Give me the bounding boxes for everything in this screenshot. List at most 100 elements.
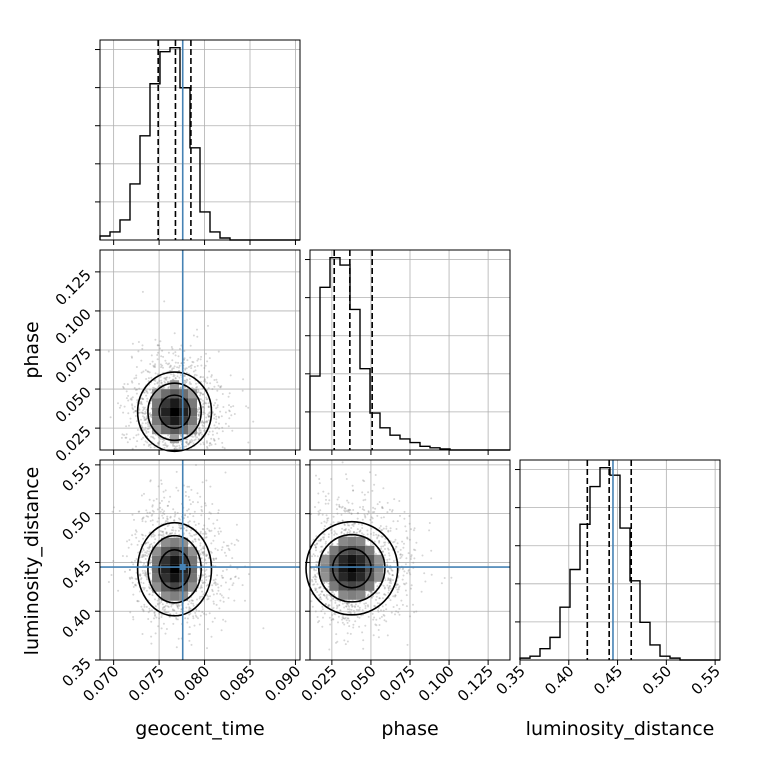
sample-point xyxy=(373,604,376,607)
sample-point xyxy=(157,443,160,446)
sample-point xyxy=(340,506,343,509)
sample-point xyxy=(170,605,173,608)
sample-point xyxy=(205,575,208,578)
sample-point xyxy=(354,606,356,609)
sample-point xyxy=(141,398,144,400)
sample-point xyxy=(147,431,150,433)
sample-point xyxy=(408,571,411,574)
sample-point xyxy=(353,605,356,608)
sample-point xyxy=(321,608,324,611)
sample-point xyxy=(213,527,216,530)
sample-point xyxy=(150,543,153,545)
sample-point xyxy=(190,643,193,646)
sample-point xyxy=(197,413,200,416)
sample-point xyxy=(180,344,183,347)
y-tick-label: 0.100 xyxy=(52,305,95,348)
sample-point xyxy=(174,513,177,516)
sample-point xyxy=(217,589,220,592)
xlabel-phase: phase xyxy=(381,718,438,740)
sample-point xyxy=(185,529,188,532)
sample-point xyxy=(233,413,236,415)
sample-point xyxy=(163,377,166,380)
sample-point xyxy=(140,556,143,559)
sample-point xyxy=(208,444,211,447)
sample-point xyxy=(161,608,164,611)
sample-point xyxy=(207,597,210,600)
sample-point xyxy=(202,405,205,408)
sample-point xyxy=(219,386,222,388)
sample-point xyxy=(202,427,204,430)
sample-point xyxy=(208,530,211,533)
sample-point xyxy=(152,591,154,594)
sample-point xyxy=(158,384,160,387)
sample-point xyxy=(314,554,316,557)
sample-point xyxy=(346,632,349,635)
sample-point xyxy=(405,557,408,560)
sample-point xyxy=(203,552,206,555)
sample-point xyxy=(313,578,316,581)
sample-point xyxy=(144,572,147,575)
sample-point xyxy=(324,603,327,606)
sample-point xyxy=(196,431,199,434)
sample-point xyxy=(183,375,186,377)
sample-point xyxy=(124,436,127,439)
sample-point xyxy=(314,580,317,583)
sample-point xyxy=(199,432,202,435)
sample-point xyxy=(172,622,175,625)
sample-point xyxy=(214,427,217,430)
sample-point xyxy=(334,601,337,604)
sample-point xyxy=(388,558,391,561)
sample-point xyxy=(327,536,330,538)
sample-point xyxy=(163,496,166,499)
sample-point xyxy=(200,508,203,511)
sample-point xyxy=(174,377,177,380)
sample-point xyxy=(377,610,380,613)
sample-point xyxy=(316,555,319,558)
sample-point xyxy=(328,648,331,651)
sample-point xyxy=(358,616,361,619)
sample-point xyxy=(383,544,386,546)
sample-point xyxy=(346,603,349,605)
sample-point xyxy=(171,608,174,611)
sample-point xyxy=(149,415,151,418)
sample-point xyxy=(143,603,146,606)
sample-point xyxy=(176,606,179,608)
sample-point xyxy=(147,515,150,518)
sample-point xyxy=(197,617,199,620)
sample-point xyxy=(205,579,208,581)
sample-point xyxy=(154,372,157,375)
sample-point xyxy=(401,603,404,606)
sample-point xyxy=(134,559,136,562)
sample-point xyxy=(367,511,370,514)
sample-point xyxy=(361,631,364,634)
sample-point xyxy=(208,575,211,578)
sample-point xyxy=(319,539,322,542)
sample-point xyxy=(134,409,137,412)
sample-point xyxy=(336,605,339,608)
sample-point xyxy=(145,605,148,608)
sample-point xyxy=(174,511,177,514)
sample-point xyxy=(227,395,230,398)
sample-point xyxy=(367,605,370,608)
sample-point xyxy=(186,617,189,620)
sample-point xyxy=(129,568,131,571)
sample-point xyxy=(413,548,415,551)
sample-point xyxy=(144,410,147,413)
sample-point xyxy=(196,335,199,338)
sample-point xyxy=(179,527,182,530)
sample-point xyxy=(348,531,351,534)
sample-point xyxy=(370,516,373,519)
sample-point xyxy=(206,445,208,448)
sample-point xyxy=(203,550,206,553)
sample-point xyxy=(197,522,200,525)
panel-border xyxy=(99,249,301,451)
sample-point xyxy=(184,374,186,377)
sample-point xyxy=(316,572,319,575)
sample-point xyxy=(143,406,146,409)
sample-point xyxy=(382,527,385,530)
sample-point xyxy=(196,408,199,411)
sample-point xyxy=(216,381,219,384)
sample-point xyxy=(176,375,179,378)
sample-point xyxy=(220,385,223,388)
sample-point xyxy=(197,414,200,417)
